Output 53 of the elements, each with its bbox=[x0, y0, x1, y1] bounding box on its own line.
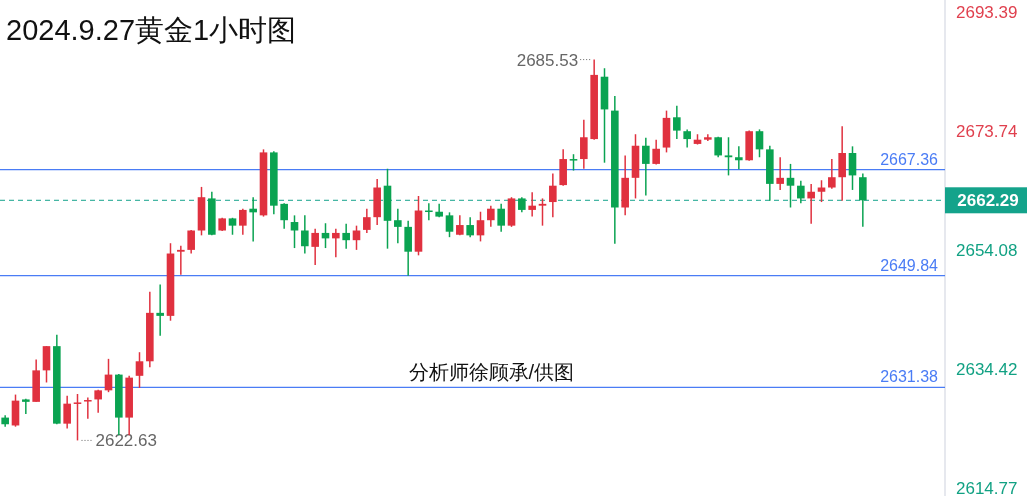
candlestick bbox=[394, 207, 402, 244]
candlestick bbox=[807, 183, 815, 225]
y-tick-label: 2634.42 bbox=[956, 360, 1018, 380]
y-tick-label: 2654.08 bbox=[956, 241, 1018, 260]
candlestick bbox=[859, 172, 867, 228]
annotation: 2685.53 bbox=[516, 50, 579, 70]
candlestick bbox=[755, 128, 764, 158]
candlestick bbox=[22, 398, 30, 415]
ref-line-label: 2631.38 bbox=[880, 368, 939, 386]
candlestick bbox=[332, 227, 340, 258]
candlestick bbox=[683, 128, 691, 149]
candlestick bbox=[848, 145, 857, 191]
candlestick bbox=[549, 172, 557, 218]
candlestick bbox=[497, 203, 505, 233]
y-tick-label: 2693.39 bbox=[956, 2, 1018, 22]
y-tick-label: 2614.77 bbox=[956, 479, 1018, 496]
candlestick bbox=[673, 105, 681, 140]
candlestick bbox=[538, 197, 547, 227]
candlestick bbox=[580, 118, 588, 170]
ref-line-label: 2649.84 bbox=[880, 256, 939, 274]
y-tick-label: 2673.74 bbox=[956, 121, 1018, 141]
candlestick bbox=[135, 351, 144, 389]
candlestick bbox=[735, 145, 743, 171]
candlestick bbox=[177, 244, 185, 276]
candlestick bbox=[828, 158, 836, 190]
ref-line-label: 2667.36 bbox=[880, 150, 939, 168]
candlestick bbox=[487, 204, 495, 228]
candlestick bbox=[342, 223, 350, 250]
candlestick bbox=[187, 229, 195, 255]
candlestick bbox=[239, 207, 247, 236]
candlestick bbox=[84, 396, 92, 420]
candlestick bbox=[363, 207, 371, 234]
candlestick bbox=[445, 211, 454, 238]
annotation: 分析师徐顾承/供图 bbox=[408, 361, 575, 383]
candlestick bbox=[652, 138, 660, 166]
candlestick bbox=[786, 163, 795, 209]
candlestick bbox=[301, 214, 309, 255]
candlestick bbox=[797, 180, 805, 205]
candlestick bbox=[311, 227, 319, 266]
candlestick bbox=[476, 210, 485, 243]
candlestick bbox=[290, 214, 299, 249]
annotation: 2622.63 bbox=[95, 431, 157, 451]
candlestick bbox=[528, 191, 536, 218]
candlestick bbox=[724, 136, 733, 177]
candlestick bbox=[776, 156, 784, 191]
candlestick bbox=[642, 137, 650, 197]
candlestick bbox=[63, 395, 71, 430]
candlestick bbox=[280, 202, 288, 230]
candlestick bbox=[73, 393, 82, 442]
candlestick bbox=[156, 283, 164, 337]
text: 2024.9.27黄金1小时图 bbox=[6, 14, 297, 46]
candlestick bbox=[466, 216, 474, 238]
ref-line-label: 2662.29 bbox=[957, 191, 1019, 211]
